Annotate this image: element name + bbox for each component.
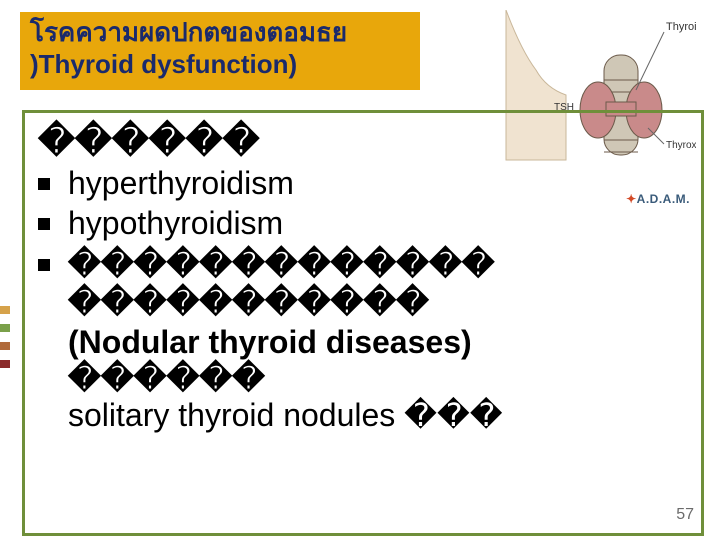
title-bar: โรคความผดปกตของตอมธย )Thyroid dysfunctio… <box>20 12 420 90</box>
title-thai: โรคความผดปกตของตอมธย <box>30 18 410 48</box>
content-header: ������ <box>38 120 682 162</box>
bullet-text: hyperthyroidism <box>68 164 682 202</box>
bullet-item: ������������� ����������� <box>38 245 682 322</box>
slide: Thyroid TSH Thyroxine ✦A.D.A.M. โรคความผ… <box>0 0 720 540</box>
edge-mark <box>0 360 10 368</box>
sub-line: ������ <box>68 360 682 397</box>
label-thyroid: Thyroid <box>666 21 696 33</box>
sub-line: solitary thyroid nodules ��� <box>68 397 682 434</box>
edge-mark <box>0 324 10 332</box>
bullet-text: hypothyroidism <box>68 204 682 242</box>
bullet-item: hypothyroidism <box>38 204 682 242</box>
edge-marks <box>0 306 10 378</box>
edge-mark <box>0 342 10 350</box>
page-number: 57 <box>676 506 694 524</box>
bullet-item: hyperthyroidism <box>38 164 682 202</box>
content-box: ������ hyperthyroidismhypothyroidism����… <box>22 110 698 530</box>
edge-mark <box>0 306 10 314</box>
bullet-marker-icon <box>38 178 50 190</box>
title-english: )Thyroid dysfunction) <box>30 50 410 80</box>
bullet-marker-icon <box>38 218 50 230</box>
bullet-text: ������������� ����������� <box>68 245 682 322</box>
bullet-marker-icon <box>38 259 50 271</box>
sub-line: (Nodular thyroid diseases) <box>68 324 682 361</box>
